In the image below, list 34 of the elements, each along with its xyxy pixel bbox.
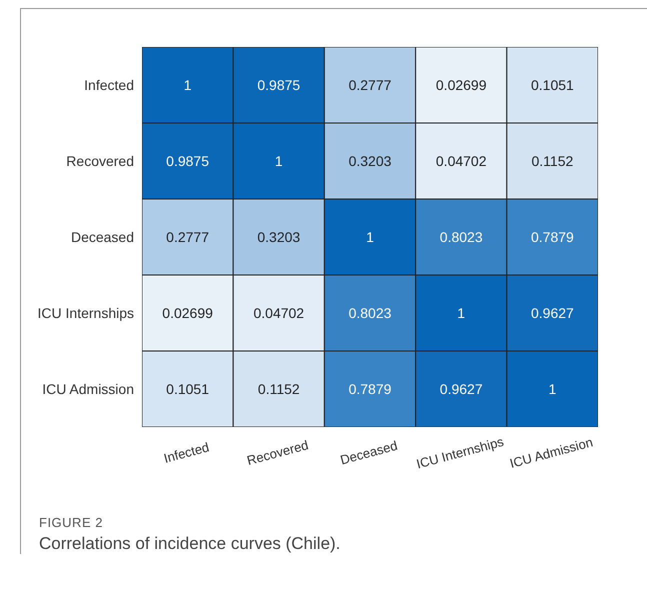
y-tick-label: Recovered — [66, 152, 134, 169]
data-label: 0.9875 — [166, 153, 210, 169]
data-label: 0.2777 — [166, 229, 210, 245]
y-tick-label: Infected — [84, 76, 134, 93]
data-label: 1 — [184, 77, 192, 93]
y-tick-label: Deceased — [70, 228, 134, 245]
caption: FIGURE 2 — [39, 515, 104, 530]
data-label: 0.04702 — [253, 305, 304, 321]
data-label: 0.1152 — [532, 153, 574, 169]
x-tick-label: ICU Admission — [508, 434, 594, 471]
data-label: 0.9627 — [440, 381, 483, 397]
data-label: 1 — [274, 153, 283, 169]
text: Correlations of incidence curves (Chile). — [39, 534, 342, 554]
data-label: 0.7879 — [348, 381, 392, 397]
data-label: 1 — [366, 229, 374, 245]
x-tick-label: Infected — [162, 439, 211, 466]
data-label: 0.8023 — [440, 229, 483, 245]
data-label: 1 — [548, 381, 556, 397]
data-label: 0.3203 — [257, 229, 300, 245]
data-label: 0.7879 — [530, 229, 574, 245]
data-label: 0.3203 — [348, 153, 392, 169]
data-label: 1 — [457, 305, 466, 321]
data-label: 0.1152 — [258, 381, 300, 397]
data-label: 0.8023 — [348, 305, 392, 321]
y-tick-label: ICU Internships — [38, 304, 134, 321]
data-label: 0.2777 — [348, 77, 392, 93]
data-label: 0.02699 — [162, 305, 214, 321]
data-label: 0.9627 — [530, 305, 574, 321]
data-label: 0.1051 — [166, 381, 210, 397]
data-label: 0.9875 — [257, 77, 300, 93]
data-label: 0.04702 — [436, 153, 487, 169]
data-label: 0.02699 — [436, 77, 487, 93]
y-tick-label: ICU Admission — [42, 380, 134, 397]
data-label: 0.1051 — [530, 77, 574, 93]
